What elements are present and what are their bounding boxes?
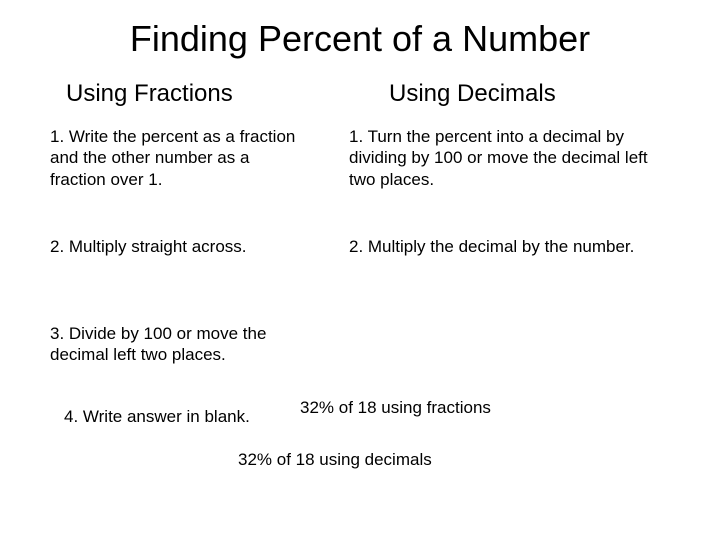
left-step-1: 1. Write the percent as a fraction and t…: [50, 126, 309, 190]
left-heading: Using Fractions: [66, 80, 309, 108]
left-column: Using Fractions 1. Write the percent as …: [50, 70, 329, 473]
page-title: Finding Percent of a Number: [0, 0, 720, 70]
right-step-2: 2. Multiply the decimal by the number.: [349, 236, 670, 257]
example-fractions: 32% of 18 using fractions: [300, 398, 491, 418]
right-heading: Using Decimals: [389, 80, 670, 108]
left-step-4: 4. Write answer in blank.: [64, 406, 309, 427]
right-step-1: 1. Turn the percent into a decimal by di…: [349, 126, 670, 190]
left-step-3: 3. Divide by 100 or move the decimal lef…: [50, 323, 309, 366]
example-decimals: 32% of 18 using decimals: [238, 450, 432, 470]
left-step-2: 2. Multiply straight across.: [50, 236, 309, 257]
